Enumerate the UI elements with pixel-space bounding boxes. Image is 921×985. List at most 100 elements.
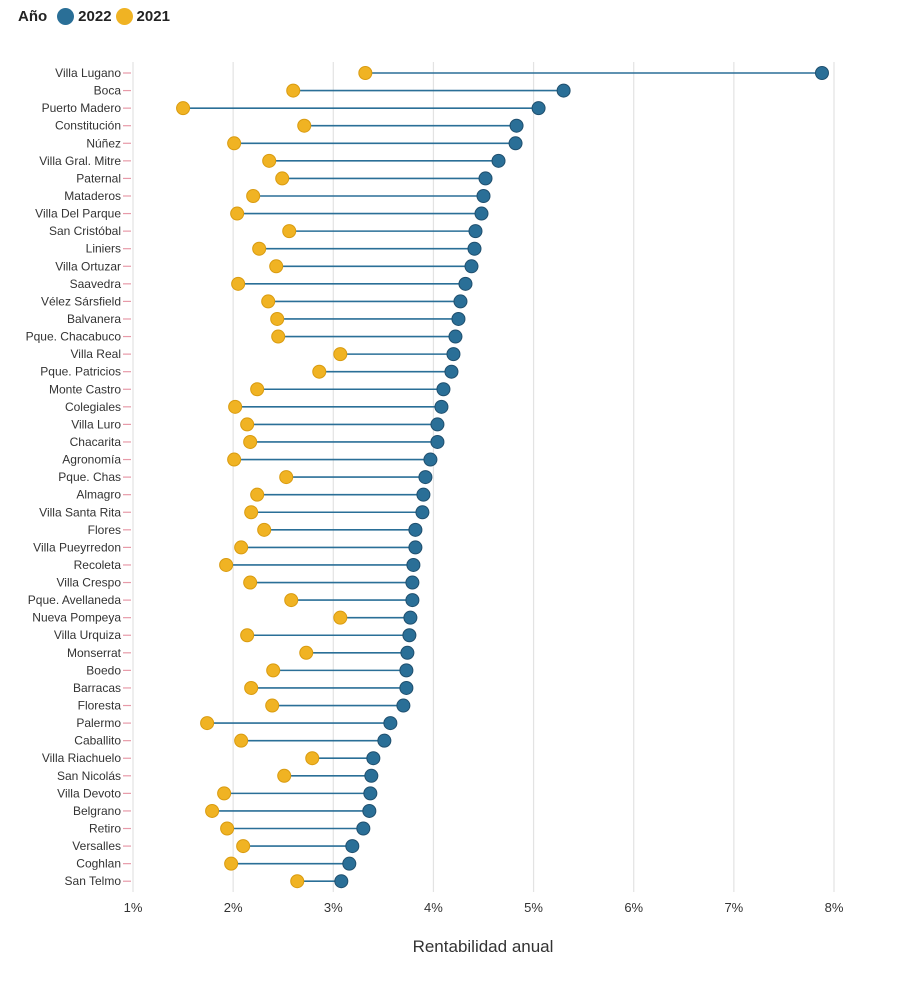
- y-tick-label: Boca: [94, 84, 122, 98]
- point-2022: [556, 83, 571, 98]
- y-tick-label: Balvanera: [67, 312, 121, 326]
- y-tick-label: San Nicolás: [57, 769, 121, 783]
- point-2021: [240, 417, 255, 432]
- point-2022: [415, 505, 430, 520]
- point-2021: [265, 698, 280, 713]
- y-tick-label: Pque. Avellaneda: [28, 593, 122, 607]
- x-tick-label: 8%: [825, 900, 844, 915]
- point-2022: [356, 821, 371, 836]
- y-tick-label: Flores: [88, 523, 121, 537]
- y-tick-label: Liniers: [86, 242, 121, 256]
- y-tick-label: Villa Riachuelo: [42, 751, 121, 765]
- point-2021: [227, 452, 242, 467]
- y-tick-label: Nueva Pompeya: [32, 611, 121, 625]
- point-2021: [234, 540, 249, 555]
- y-tick-label: Villa Devoto: [57, 786, 121, 800]
- point-2022: [478, 171, 493, 186]
- legend-item-2022[interactable]: 2022: [57, 8, 112, 25]
- point-2021: [244, 680, 259, 695]
- point-2022: [366, 751, 381, 766]
- y-tick-label: Vélez Sársfield: [41, 294, 121, 308]
- point-2021: [234, 733, 249, 748]
- point-2022: [476, 188, 491, 203]
- x-tick-label: 2%: [224, 900, 243, 915]
- point-2021: [228, 399, 243, 414]
- x-tick-label: 7%: [724, 900, 743, 915]
- y-tick-label: Monserrat: [67, 646, 122, 660]
- point-2022: [434, 399, 449, 414]
- legend-item-2021[interactable]: 2021: [115, 8, 170, 25]
- point-2021: [205, 803, 220, 818]
- y-tick-label: Palermo: [76, 716, 121, 730]
- point-2022: [467, 241, 482, 256]
- x-tick-label: 4%: [424, 900, 443, 915]
- y-axis: Villa Lugano Boca Puerto Madero Constitució…: [26, 66, 131, 888]
- point-2021: [176, 101, 191, 116]
- point-2022: [400, 645, 415, 660]
- y-tick-label: San Cristóbal: [49, 224, 121, 238]
- point-2021: [312, 364, 327, 379]
- point-2021: [246, 188, 261, 203]
- point-2021: [269, 259, 284, 274]
- y-tick-label: Villa Del Parque: [35, 207, 121, 221]
- point-2022: [423, 452, 438, 467]
- point-2021: [333, 347, 348, 362]
- point-2022: [334, 874, 349, 889]
- point-2021: [333, 610, 348, 625]
- point-2021: [240, 628, 255, 643]
- point-2021: [217, 786, 232, 801]
- point-2021: [271, 329, 286, 344]
- point-2022: [458, 276, 473, 291]
- y-tick-label: Recoleta: [74, 558, 122, 572]
- y-tick-label: Colegiales: [65, 400, 121, 414]
- point-2021: [286, 83, 301, 98]
- point-2022: [406, 557, 421, 572]
- point-2021: [227, 136, 242, 151]
- point-2022: [383, 716, 398, 731]
- y-tick-label: Pque. Chas: [58, 470, 121, 484]
- point-2021: [297, 118, 312, 133]
- point-2021: [219, 557, 234, 572]
- grid-lines: [132, 62, 835, 892]
- point-2021: [305, 751, 320, 766]
- point-2021: [282, 224, 297, 239]
- point-2022: [464, 259, 479, 274]
- point-2022: [446, 347, 461, 362]
- point-2021: [230, 206, 245, 221]
- point-2022: [453, 294, 468, 309]
- point-2021: [277, 768, 292, 783]
- point-2022: [396, 698, 411, 713]
- legend-title: Año: [18, 8, 48, 25]
- point-2022: [363, 786, 378, 801]
- y-tick-label: San Telmo: [65, 874, 122, 888]
- point-2022: [364, 768, 379, 783]
- legend-label-2022: 2022: [78, 8, 112, 25]
- point-2021: [261, 294, 276, 309]
- point-2021: [257, 522, 272, 537]
- point-2022: [399, 680, 414, 695]
- point-2022: [430, 434, 445, 449]
- point-2022: [405, 575, 420, 590]
- y-tick-label: Caballito: [74, 734, 121, 748]
- point-2022: [448, 329, 463, 344]
- y-tick-label: Almagro: [76, 488, 121, 502]
- point-2022: [436, 382, 451, 397]
- y-tick-label: Villa Gral. Mitre: [39, 154, 121, 168]
- point-2021: [290, 874, 305, 889]
- y-tick-label: Paternal: [76, 171, 121, 185]
- y-tick-label: Constitución: [55, 119, 121, 133]
- point-2021: [358, 66, 373, 80]
- y-tick-label: Villa Lugano: [55, 66, 121, 80]
- point-2021: [275, 171, 290, 186]
- point-2022: [405, 593, 420, 608]
- y-tick-label: Villa Luro: [71, 417, 121, 431]
- point-2022: [491, 153, 506, 168]
- point-2021: [244, 505, 259, 520]
- y-tick-label: Belgrano: [73, 804, 121, 818]
- y-tick-label: Villa Ortuzar: [55, 259, 121, 273]
- point-2021: [250, 487, 265, 502]
- point-2021: [243, 575, 258, 590]
- legend-swatch-2022: [57, 8, 75, 25]
- y-tick-label: Boedo: [86, 663, 121, 677]
- y-tick-label: Villa Pueyrredon: [33, 540, 121, 554]
